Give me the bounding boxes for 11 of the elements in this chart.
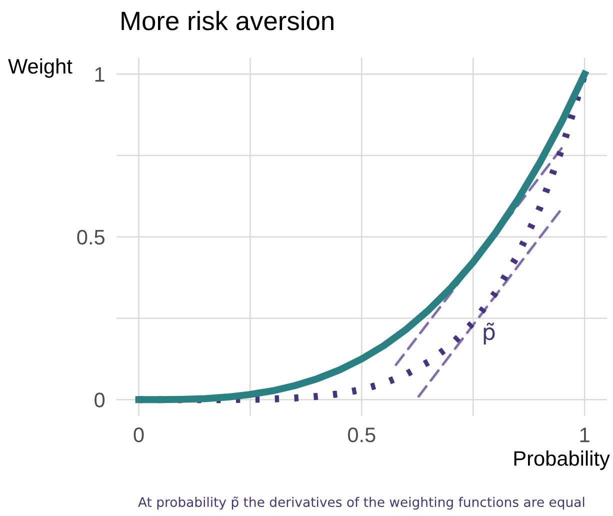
x-tick-label: 0 [134, 428, 144, 442]
x-tick-label: 1 [580, 428, 590, 442]
chart-title: More risk aversion [122, 10, 334, 30]
y-tick-label: 0.5 [77, 230, 104, 245]
x-tick-label: 0.5 [348, 428, 376, 442]
y-tick-label: 0 [94, 392, 105, 408]
x-axis-title: Probability [514, 450, 610, 470]
text: At probability p̃ the derivatives of the weighting functions are equal [138, 496, 584, 510]
y-tick-label: 1 [95, 67, 104, 82]
y-axis-title: Weight [8, 58, 72, 78]
annotation: p̃ [484, 322, 495, 344]
